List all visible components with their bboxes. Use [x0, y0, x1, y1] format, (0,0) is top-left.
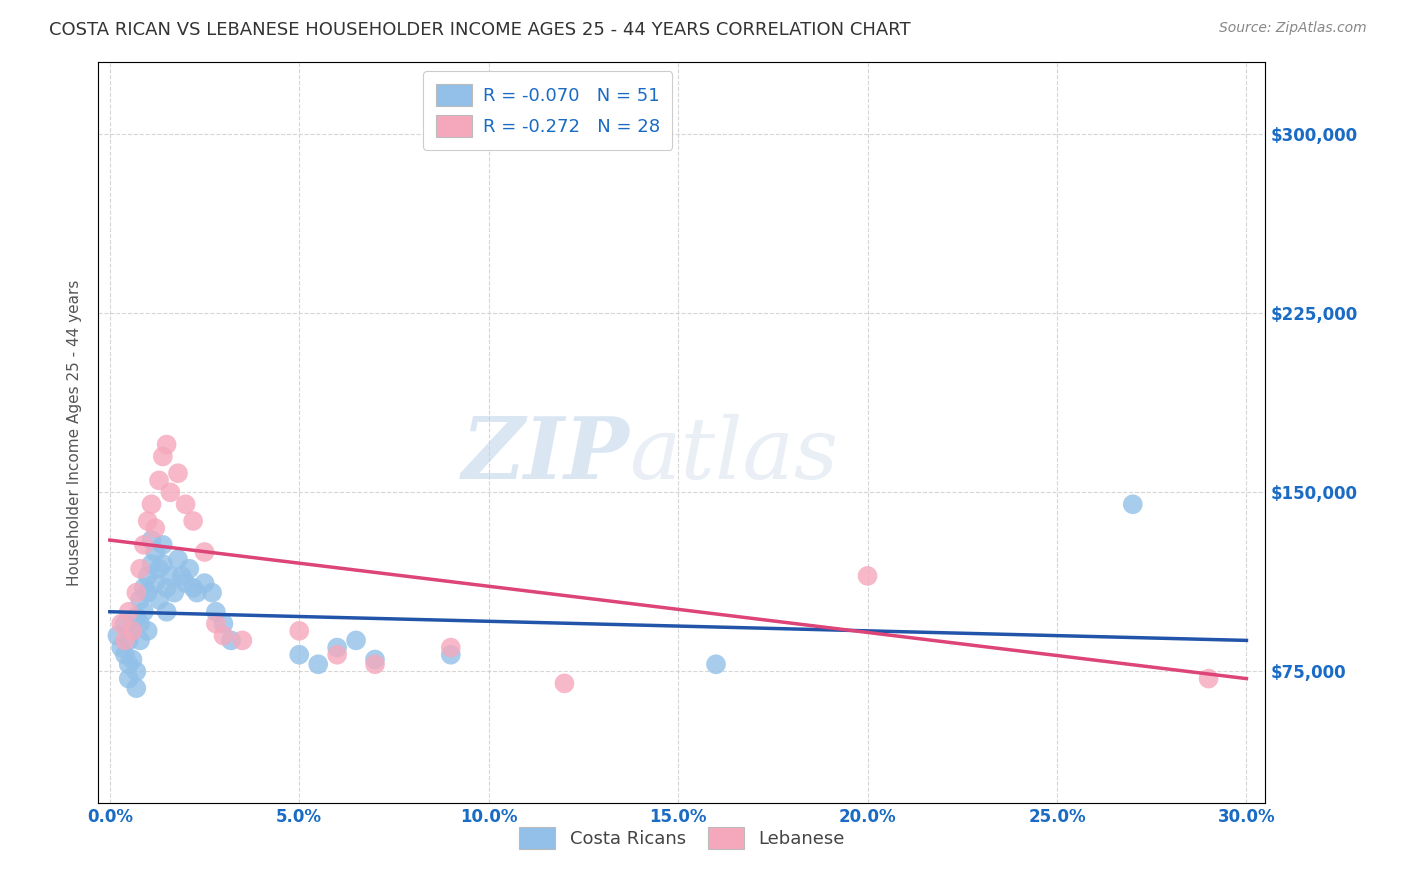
Point: [121, 652, 143, 666]
Point: [553, 676, 575, 690]
Point: [118, 657, 141, 672]
Point: [364, 657, 387, 672]
Point: [129, 633, 152, 648]
Point: [118, 605, 141, 619]
Point: [125, 585, 148, 599]
Legend: Costa Ricans, Lebanese: Costa Ricans, Lebanese: [512, 821, 852, 856]
Point: [174, 497, 197, 511]
Point: [129, 592, 152, 607]
Point: [326, 648, 349, 662]
Point: [1198, 672, 1220, 686]
Point: [148, 592, 170, 607]
Point: [307, 657, 329, 672]
Point: [152, 538, 174, 552]
Point: [174, 576, 197, 591]
Point: [141, 497, 163, 511]
Text: Source: ZipAtlas.com: Source: ZipAtlas.com: [1219, 21, 1367, 35]
Point: [231, 633, 253, 648]
Point: [1122, 497, 1144, 511]
Point: [132, 581, 155, 595]
Point: [105, 629, 128, 643]
Point: [132, 605, 155, 619]
Point: [181, 514, 204, 528]
Point: [156, 605, 179, 619]
Point: [156, 581, 179, 595]
Point: [136, 624, 159, 638]
Point: [205, 605, 228, 619]
Point: [143, 545, 166, 559]
Point: [148, 562, 170, 576]
Point: [179, 562, 201, 576]
Point: [201, 585, 224, 599]
Point: [440, 640, 463, 655]
Point: [121, 624, 143, 638]
Point: [856, 569, 879, 583]
Point: [141, 533, 163, 547]
Point: [326, 640, 349, 655]
Point: [344, 633, 367, 648]
Point: [136, 514, 159, 528]
Point: [704, 657, 727, 672]
Point: [114, 633, 136, 648]
Point: [205, 616, 228, 631]
Text: atlas: atlas: [630, 414, 838, 496]
Point: [118, 672, 141, 686]
Point: [167, 467, 190, 481]
Point: [212, 616, 235, 631]
Point: [125, 665, 148, 679]
Point: [156, 437, 179, 451]
Point: [136, 585, 159, 599]
Point: [136, 569, 159, 583]
Text: COSTA RICAN VS LEBANESE HOUSEHOLDER INCOME AGES 25 - 44 YEARS CORRELATION CHART: COSTA RICAN VS LEBANESE HOUSEHOLDER INCO…: [49, 21, 911, 38]
Point: [193, 545, 215, 559]
Point: [288, 624, 311, 638]
Point: [159, 569, 181, 583]
Point: [121, 624, 143, 638]
Point: [110, 640, 132, 655]
Point: [114, 616, 136, 631]
Point: [152, 557, 174, 571]
Point: [163, 585, 186, 599]
Point: [129, 562, 152, 576]
Point: [132, 538, 155, 552]
Point: [129, 616, 152, 631]
Point: [118, 633, 141, 648]
Point: [440, 648, 463, 662]
Point: [193, 576, 215, 591]
Point: [167, 552, 190, 566]
Point: [181, 581, 204, 595]
Point: [152, 450, 174, 464]
Point: [143, 576, 166, 591]
Point: [125, 609, 148, 624]
Point: [159, 485, 181, 500]
Point: [364, 652, 387, 666]
Point: [110, 616, 132, 631]
Point: [212, 629, 235, 643]
Point: [288, 648, 311, 662]
Text: ZIP: ZIP: [461, 413, 630, 497]
Point: [219, 633, 242, 648]
Point: [141, 557, 163, 571]
Point: [114, 648, 136, 662]
Y-axis label: Householder Income Ages 25 - 44 years: Householder Income Ages 25 - 44 years: [67, 279, 83, 586]
Point: [186, 585, 208, 599]
Point: [148, 474, 170, 488]
Point: [125, 681, 148, 695]
Point: [170, 569, 193, 583]
Point: [143, 521, 166, 535]
